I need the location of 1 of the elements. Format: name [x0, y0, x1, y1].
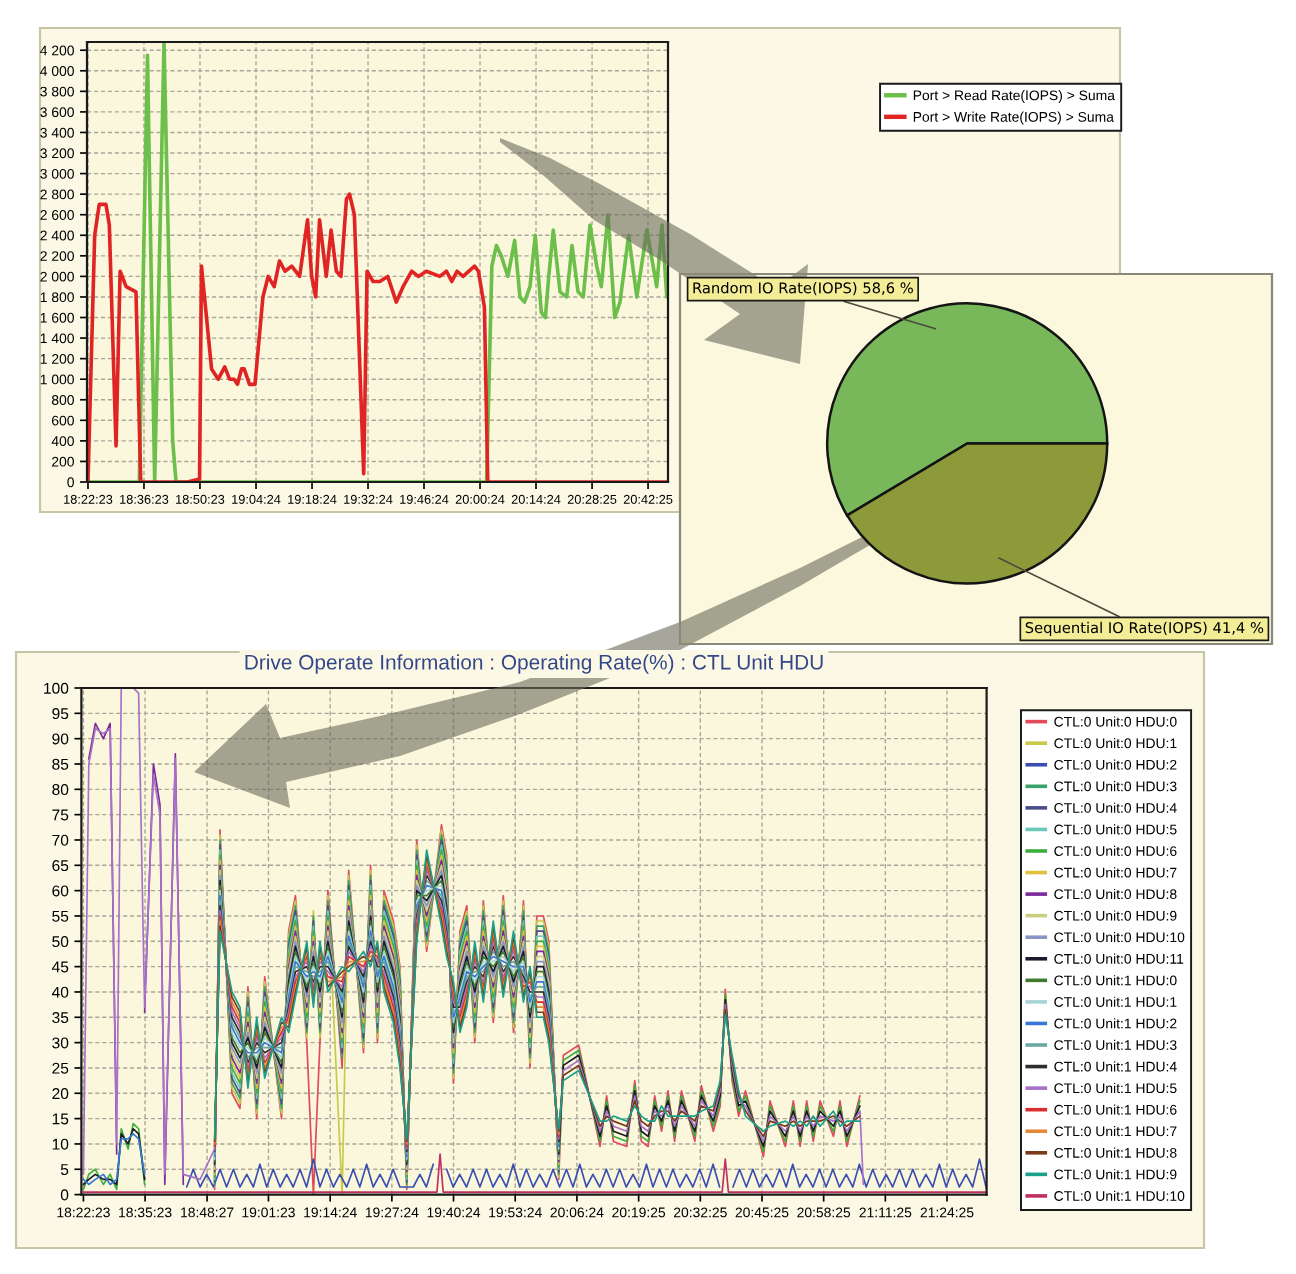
chart-title: Drive Operate Information : Operating Rate(%) : CTL Unit HDU [245, 654, 823, 674]
